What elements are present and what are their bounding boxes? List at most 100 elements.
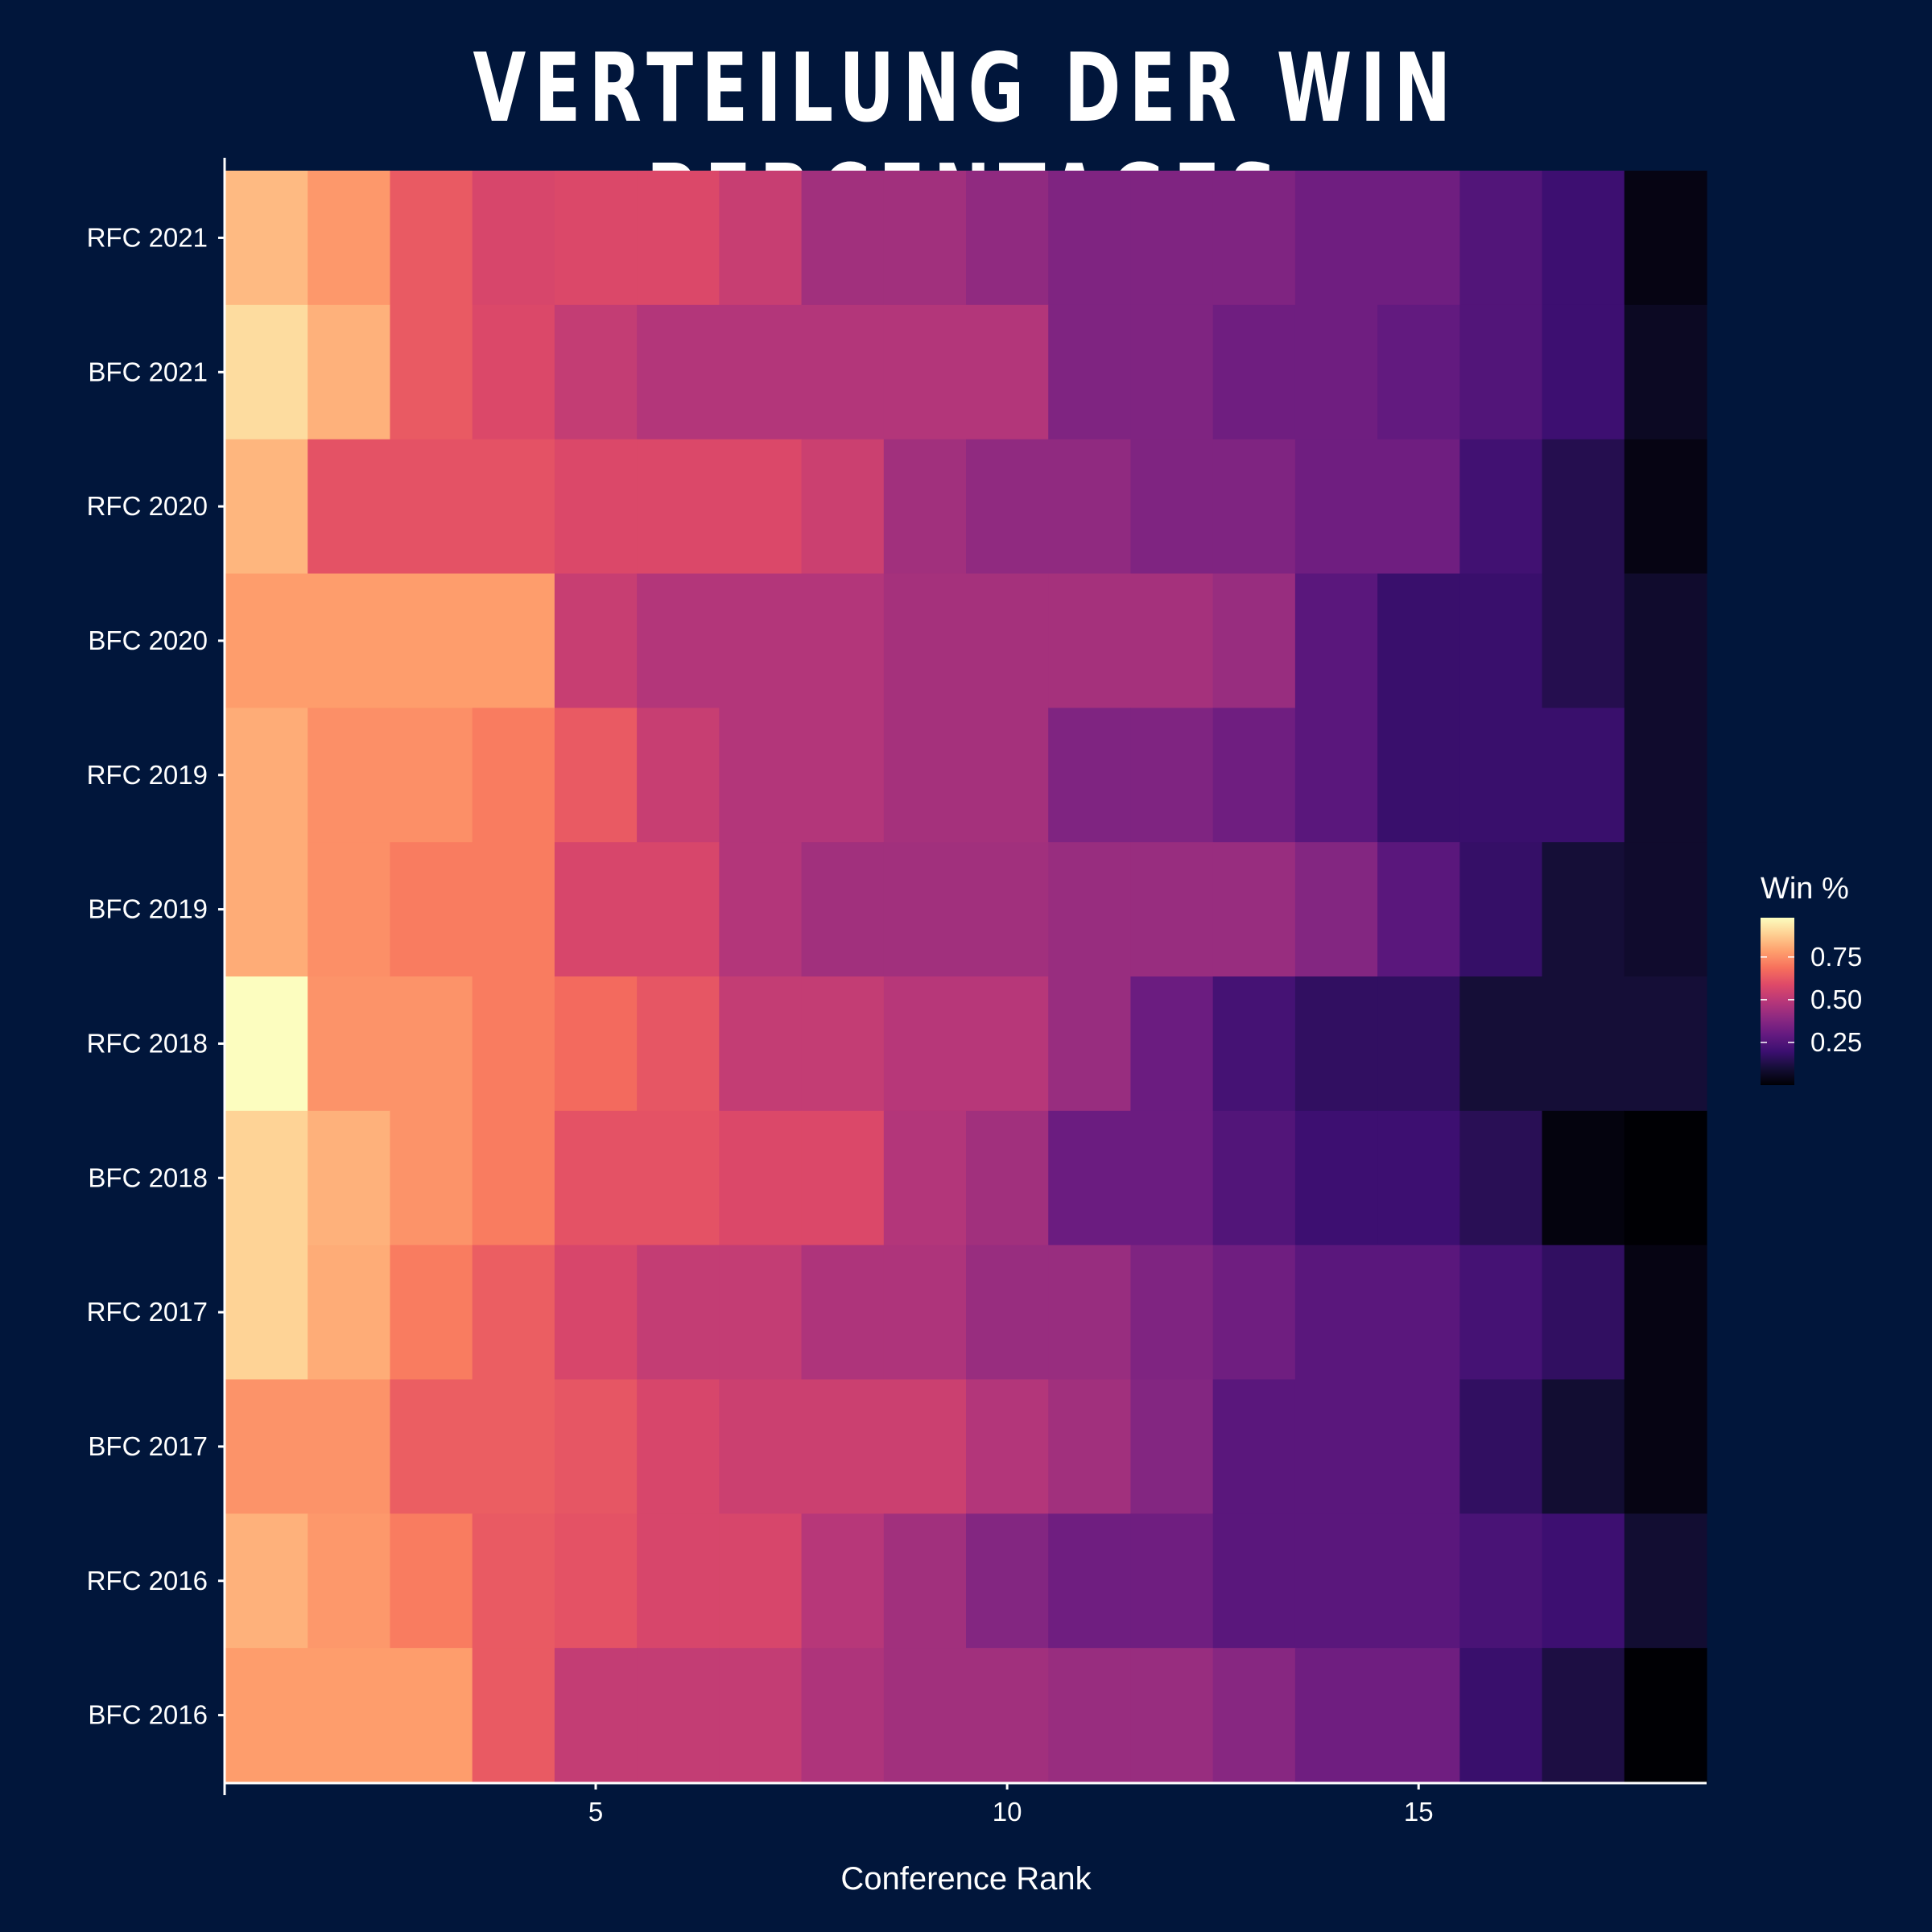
heatmap-cell [308,1379,391,1514]
heatmap-cell [966,1379,1049,1514]
heatmap-cell [1624,304,1707,440]
heatmap-cell [1212,976,1296,1112]
heatmap-cell [1048,708,1132,843]
heatmap-cell [308,1513,391,1649]
heatmap-cell [554,708,638,843]
heatmap-cell [637,171,720,306]
heatmap-cell [637,1379,720,1514]
heatmap-cell [1130,1245,1214,1381]
y-tick-label: BFC 2018 [88,1162,208,1192]
heatmap-cell [1130,1648,1214,1783]
heatmap-cell [637,573,720,708]
heatmap-cell [801,439,885,575]
heatmap-cell [225,171,308,306]
y-tick-label: BFC 2017 [88,1431,208,1461]
heatmap-cell [554,304,638,440]
heatmap-cell [472,1379,555,1514]
heatmap-cell [1542,439,1625,575]
heatmap-cell [1624,1110,1707,1246]
heatmap-cell [390,708,473,843]
heatmap-cell [801,976,885,1112]
heatmap-cell [1130,304,1214,440]
legend-ticks: 0.75 0.50 0.25 [1761,942,1862,1057]
heatmap-cell [1212,1110,1296,1246]
heatmap-cell [308,1110,391,1246]
heatmap-cell [1294,1245,1378,1381]
heatmap-cell [1048,1245,1132,1381]
y-axis-ticks: RFC 2021 BFC 2021 RFC 2020 BFC 2020 RFC 2019… [87,222,225,1730]
heatmap-cell [883,1110,967,1246]
heatmap-cell [966,708,1049,843]
heatmap-cell [1459,708,1543,843]
y-tick-label: BFC 2021 [88,357,208,386]
heatmap-cell [1624,171,1707,306]
heatmap-cell [1294,573,1378,708]
heatmap-cell [308,439,391,575]
heatmap-cell [883,1379,967,1514]
x-axis-ticks: 5 10 15 [588,1783,1434,1827]
heatmap-cell [1542,842,1625,977]
legend-tick-label: 0.25 [1810,1027,1862,1057]
y-tick-label: RFC 2021 [87,222,208,252]
heatmap-cell [1212,1513,1296,1649]
heatmap-cell [637,976,720,1112]
heatmap-cell [1624,573,1707,708]
heatmap-cell [637,1648,720,1783]
y-tick-label: BFC 2020 [88,625,208,655]
legend-tick-label: 0.75 [1810,942,1862,972]
heatmap-cell [719,1379,803,1514]
heatmap-cell [1294,976,1378,1112]
x-tick-label: 10 [993,1797,1022,1827]
heatmap-cell [1377,171,1460,306]
legend: Win % 0.75 0.50 0.25 [1761,872,1862,1085]
heatmap-cell [883,1513,967,1649]
heatmap-cell [1542,304,1625,440]
heatmap-cell [1048,439,1132,575]
heatmap-cell [390,1648,473,1783]
heatmap-cell [554,1379,638,1514]
heatmap-cell [1212,171,1296,306]
heatmap-cell [801,171,885,306]
heatmap-cell [308,1648,391,1783]
heatmap-cell [966,1110,1049,1246]
heatmap-cell [719,573,803,708]
heatmap-cell [472,1513,555,1649]
heatmap-cell [472,439,555,575]
heatmap-cell [1130,439,1214,575]
heatmap-cell [966,439,1049,575]
x-tick-label: 5 [588,1797,603,1827]
heatmap-cell [554,1110,638,1246]
heatmap-cell [966,1648,1049,1783]
heatmap-cell [1624,1379,1707,1514]
heatmap-cell [1294,439,1378,575]
heatmap-cell [1212,1245,1296,1381]
heatmap-cell [1459,1513,1543,1649]
heatmap-cell [1459,842,1543,977]
heatmap-cell [390,1513,473,1649]
heatmap-cell [1212,1379,1296,1514]
heatmap-cell [1542,1110,1625,1246]
heatmap-cell [883,1648,967,1783]
heatmap-cell [1459,1379,1543,1514]
heatmap-cell [554,842,638,977]
heatmap-cell [1377,1245,1460,1381]
heatmap-cell [966,1513,1049,1649]
heatmap-cell [801,573,885,708]
heatmap-cell [637,439,720,575]
heatmap-cell [390,573,473,708]
heatmap-cell [1624,1648,1707,1783]
heatmap-cell [308,1245,391,1381]
heatmap-cell [225,976,308,1112]
heatmap-cell [966,304,1049,440]
heatmap-cell [801,1110,885,1246]
heatmap-cell [1542,1648,1625,1783]
heatmap-cell [1459,1648,1543,1783]
x-axis-title: Conference Rank [840,1861,1092,1897]
heatmap-cell [1542,1379,1625,1514]
legend-tick-label: 0.50 [1810,985,1862,1014]
heatmap-cells [225,171,1707,1783]
heatmap-cell [719,1110,803,1246]
heatmap-cell [1459,1110,1543,1246]
heatmap-cell [472,976,555,1112]
heatmap-cell [225,1379,308,1514]
